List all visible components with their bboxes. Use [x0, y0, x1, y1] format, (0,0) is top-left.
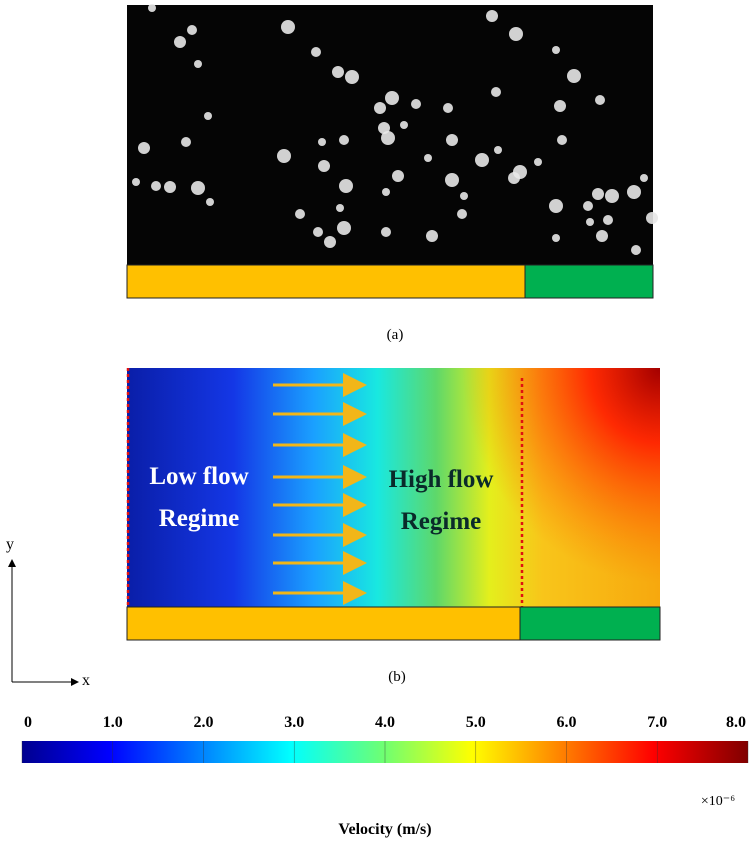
particle [164, 181, 176, 193]
particle [586, 218, 594, 226]
particle [583, 201, 593, 211]
axis-label: y [6, 536, 14, 553]
regime-label: High flow [389, 466, 494, 493]
particle [381, 131, 395, 145]
particle [411, 99, 421, 109]
particle [324, 236, 336, 248]
particle [475, 153, 489, 167]
particle [534, 158, 542, 166]
particle [339, 135, 349, 145]
particle [132, 178, 140, 186]
particle [446, 134, 458, 146]
particle [640, 174, 648, 182]
flow-arrows [273, 373, 367, 605]
colorbar-tick-label: 7.0 [647, 714, 667, 731]
particle [491, 87, 501, 97]
particle [281, 20, 295, 34]
particle [191, 181, 205, 195]
particle [187, 25, 197, 35]
particle [549, 199, 563, 213]
particle [206, 198, 214, 206]
particle [151, 181, 161, 191]
particle [603, 215, 613, 225]
regime-label: Regime [401, 508, 482, 535]
colorbar-tick-label: 4.0 [375, 714, 395, 731]
particle [595, 95, 605, 105]
colorbar-tick-label: 3.0 [284, 714, 304, 731]
particle [382, 188, 390, 196]
particle [339, 179, 353, 193]
particle [345, 70, 359, 84]
particle [385, 91, 399, 105]
hot-region [440, 368, 660, 607]
colorbar-tick-label: 0 [24, 714, 32, 731]
particle [318, 138, 326, 146]
particle [332, 66, 344, 78]
particle [631, 245, 641, 255]
regime-label: Regime [159, 505, 240, 532]
particle [460, 192, 468, 200]
particle [445, 173, 459, 187]
particle [277, 149, 291, 163]
particle [392, 170, 404, 182]
particle [148, 4, 156, 12]
particle [337, 221, 351, 235]
particle [552, 234, 560, 242]
particle [494, 146, 502, 154]
caption: (a) [387, 327, 404, 343]
particle [204, 112, 212, 120]
particle [557, 135, 567, 145]
particle [646, 212, 658, 224]
particle [138, 142, 150, 154]
particle [374, 102, 386, 114]
particle [596, 230, 608, 242]
particle [486, 10, 498, 22]
particle [336, 204, 344, 212]
particle [311, 47, 321, 57]
axis-label: x [82, 672, 90, 689]
particle [378, 122, 390, 134]
colorbar-tick-label: 5.0 [466, 714, 486, 731]
green-substrate [524, 264, 654, 299]
particle [181, 137, 191, 147]
yellow-substrate [126, 606, 521, 641]
particle [513, 165, 527, 179]
particle [457, 209, 467, 219]
particle [443, 103, 453, 113]
particle [295, 209, 305, 219]
yellow-substrate [126, 264, 526, 299]
particle [318, 160, 330, 172]
green-substrate [519, 606, 661, 641]
particle [424, 154, 432, 162]
colorbar-title: Velocity (m/s) [338, 821, 431, 838]
particle [554, 100, 566, 112]
particle [627, 185, 641, 199]
particle [567, 69, 581, 83]
colorbar-ticks: 0 1.0 2.0 3.0 4.0 5.0 6.0 7.0 8.0 [21, 714, 749, 763]
multiplier: ×10⁻⁶ [701, 794, 735, 809]
caption: (b) [388, 669, 406, 685]
particle [552, 46, 560, 54]
particle [426, 230, 438, 242]
particle [605, 189, 619, 203]
particles [132, 4, 658, 255]
particle [174, 36, 186, 48]
particle [313, 227, 323, 237]
particle [400, 121, 408, 129]
colorbar-tick-label: 8.0 [726, 714, 746, 731]
particle [194, 60, 202, 68]
colorbar-tick-label: 2.0 [194, 714, 214, 731]
particle [592, 188, 604, 200]
colorbar-tick-label: 6.0 [557, 714, 577, 731]
particle [381, 227, 391, 237]
regime-label: Low flow [149, 463, 248, 490]
colorbar-tick-label: 1.0 [103, 714, 123, 731]
particle [509, 27, 523, 41]
